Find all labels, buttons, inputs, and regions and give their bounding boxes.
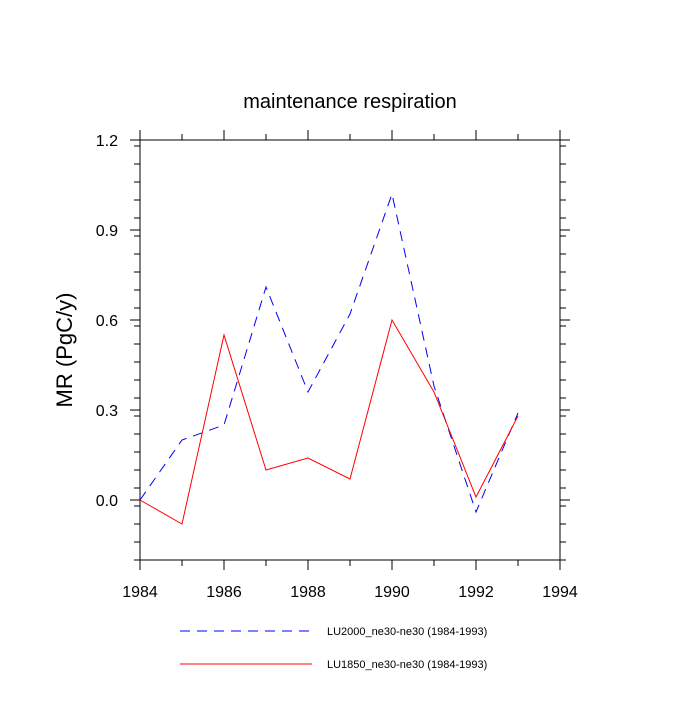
y-tick-label: 0.6 [96,313,118,330]
chart-title: maintenance respiration [243,91,456,113]
plot-border [139,139,561,561]
y-tick-label: 0.9 [96,223,118,240]
y-tick-label: 1.2 [96,133,118,150]
series-line-1 [139,192,519,514]
series-layer [139,192,519,525]
legend: LU2000_ne30-ne30 (1984-1993) LU1850_ne30-… [180,626,487,671]
y-axis-label: MR (PgC/y) [52,293,77,408]
x-tick-label: 1990 [374,584,410,601]
series-line-2 [139,318,519,525]
x-tick-label: 1994 [542,584,578,601]
x-tick-label: 1988 [290,584,326,601]
x-tick-label: 1986 [206,584,242,601]
legend-label-1: LU2000_ne30-ne30 (1984-1993) [327,626,487,638]
plot-frame [139,139,561,561]
y-tick-label: 0.0 [96,493,118,510]
legend-label-2: LU1850_ne30-ne30 (1984-1993) [327,659,487,671]
tick-layer: 0.0 0.3 0.6 0.9 1.2 1984 1986 1988 1990 1992 1994 [96,130,578,601]
x-tick-label: 1984 [122,584,158,601]
y-tick-label: 0.3 [96,403,118,420]
x-tick-label: 1992 [458,584,494,601]
